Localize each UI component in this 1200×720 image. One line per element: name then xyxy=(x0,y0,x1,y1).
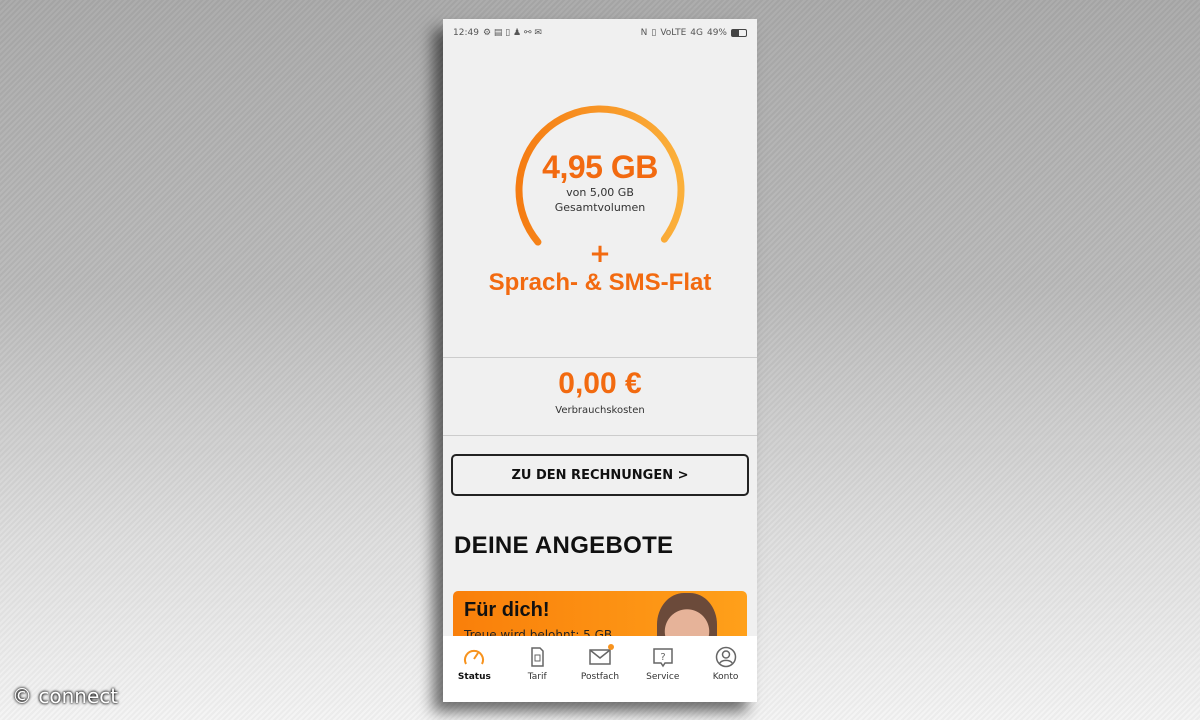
bottom-nav: Status Tarif Postfach ? Service Konto xyxy=(443,636,757,702)
usage-costs-value: 0,00 € xyxy=(558,367,642,400)
battery-icon xyxy=(731,29,747,37)
nav-label: Status xyxy=(457,672,491,682)
nav-tarif[interactable]: Tarif xyxy=(507,646,567,702)
sim-card-icon xyxy=(531,647,544,667)
total-volume: von 5,00 GB xyxy=(566,186,634,199)
phone-screen: 12:49 ⚙ ▤ ▯ ♟ ⚯ ✉ N ▯ VoLTE 4G 49% 4,95 GB vo… xyxy=(443,19,757,702)
user-icon xyxy=(715,646,736,668)
offers-heading: DEINE ANGEBOTE xyxy=(454,532,674,559)
battery-percent: 49% xyxy=(706,28,727,38)
flat-rate-label: Sprach- & SMS-Flat xyxy=(488,269,712,296)
signal-icon: 4G xyxy=(690,28,703,38)
nav-label: Postfach xyxy=(580,672,620,682)
data-usage-gauge xyxy=(515,105,685,246)
nav-postfach[interactable]: Postfach xyxy=(570,644,630,702)
remaining-data: 4,95 GB xyxy=(542,149,658,185)
help-icon: ? xyxy=(653,648,673,668)
status-bar: 12:49 ⚙ ▤ ▯ ♟ ⚯ ✉ N ▯ VoLTE 4G 49% xyxy=(443,19,757,47)
watermark: © connect xyxy=(12,684,119,708)
total-volume-caption: Gesamtvolumen xyxy=(554,201,646,214)
mail-icon xyxy=(589,649,611,665)
unread-badge xyxy=(607,644,614,650)
nav-label: Tarif xyxy=(527,672,547,682)
clock: 12:49 xyxy=(453,28,479,38)
nav-status[interactable]: Status xyxy=(444,646,504,702)
offer-title: Für dich! xyxy=(464,599,550,621)
nav-konto[interactable]: Konto xyxy=(696,646,756,702)
invoices-button[interactable]: ZU DEN RECHNUNGEN > xyxy=(451,454,749,496)
notification-icons: ⚙ ▤ ▯ ♟ ⚯ ✉ xyxy=(482,28,542,38)
nav-label: Service xyxy=(646,672,680,682)
speedometer-icon xyxy=(464,649,485,665)
usage-costs-label: Verbrauchskosten xyxy=(555,405,645,416)
plus-sign: + xyxy=(589,239,611,269)
nav-label: Konto xyxy=(712,672,739,682)
svg-text:?: ? xyxy=(660,652,665,663)
gauge-arc xyxy=(515,105,685,246)
volte-label: VoLTE xyxy=(660,28,687,38)
divider xyxy=(443,435,757,436)
nfc-icon: N xyxy=(640,28,648,38)
nav-service[interactable]: ? Service xyxy=(633,646,693,702)
divider xyxy=(443,357,757,358)
vibrate-icon: ▯ xyxy=(651,28,657,38)
